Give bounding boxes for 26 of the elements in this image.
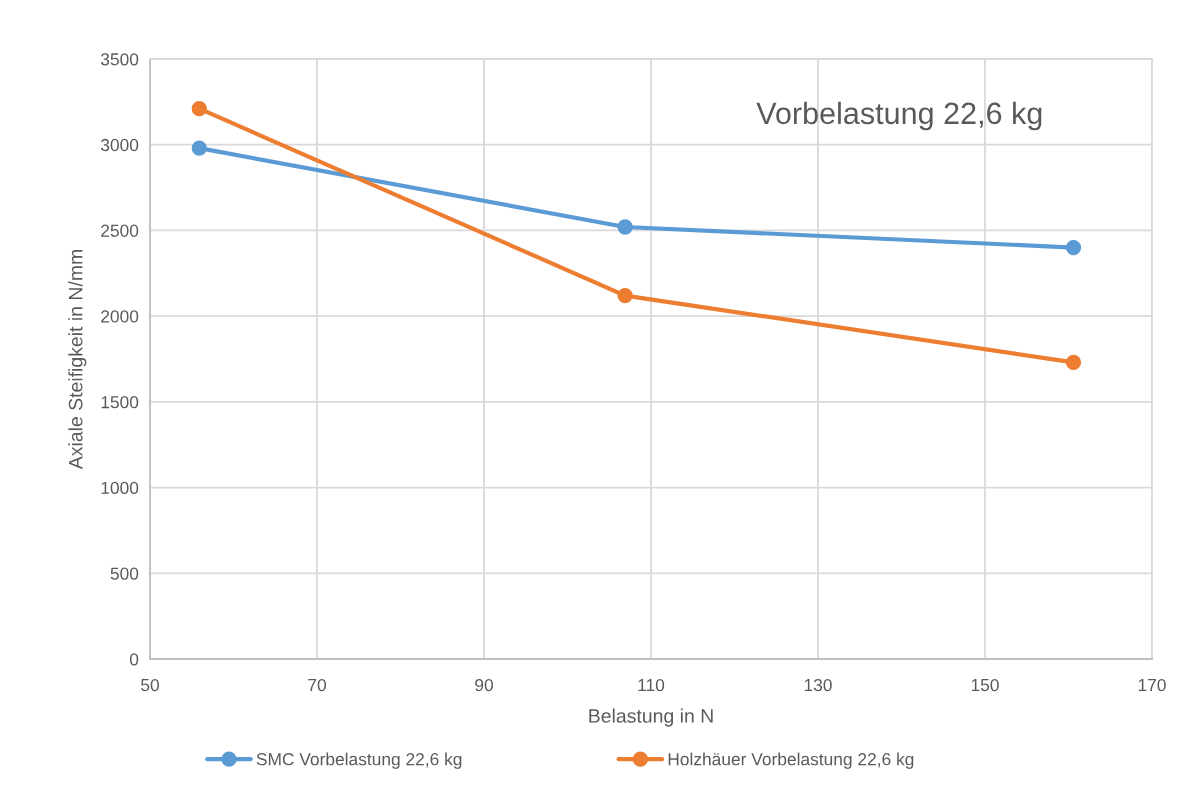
legend-label: Holzhäuer Vorbelastung 22,6 kg <box>668 752 914 769</box>
x-tick-label: 130 <box>804 678 832 692</box>
y-tick-label: 3000 <box>100 138 139 152</box>
y-axis-title: Axiale Steifigkeit in N/mm <box>68 250 87 470</box>
x-axis-title: Belastung in N <box>589 708 713 727</box>
y-tick-label: 2500 <box>101 224 139 237</box>
y-tick-label: 1000 <box>101 481 139 495</box>
annotation: Vorbelastung 22,6 kg <box>756 101 1042 131</box>
x-tick-label: 50 <box>141 678 159 692</box>
legend-label: SMC Vorbelastung 22,6 kg <box>256 752 462 769</box>
point <box>617 287 633 304</box>
y-tick-label: 0 <box>129 653 139 666</box>
x-tick-label: 170 <box>1138 678 1166 692</box>
point <box>617 219 633 235</box>
y-tick-label: 2000 <box>101 310 139 323</box>
x-tick-label: 70 <box>308 678 326 692</box>
x-tick-label: 110 <box>638 678 665 692</box>
point <box>191 140 207 156</box>
y-tick-label: 3500 <box>100 53 139 66</box>
point <box>1065 239 1082 256</box>
y-tick-label: 1500 <box>101 396 139 409</box>
y-tick-label: 500 <box>110 567 139 580</box>
x-tick-label: 150 <box>971 678 999 692</box>
point <box>1065 354 1082 371</box>
x-tick-label: 90 <box>475 678 493 692</box>
point <box>191 101 207 117</box>
